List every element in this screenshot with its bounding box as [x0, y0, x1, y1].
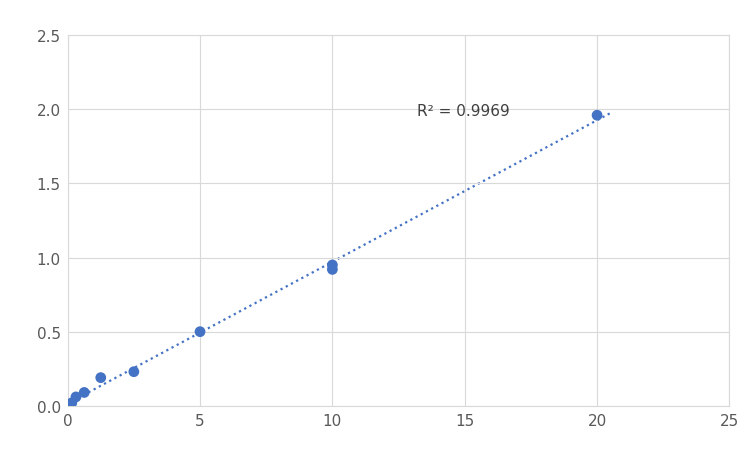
Point: [591, 112, 603, 120]
Point: [70, 393, 82, 400]
Point: [62, 402, 74, 410]
Text: R² = 0.9969: R² = 0.9969: [417, 104, 510, 119]
Point: [95, 374, 107, 382]
Point: [128, 368, 140, 376]
Point: [78, 389, 90, 396]
Point: [326, 262, 338, 269]
Point: [326, 266, 338, 273]
Point: [65, 399, 77, 406]
Point: [194, 328, 206, 336]
